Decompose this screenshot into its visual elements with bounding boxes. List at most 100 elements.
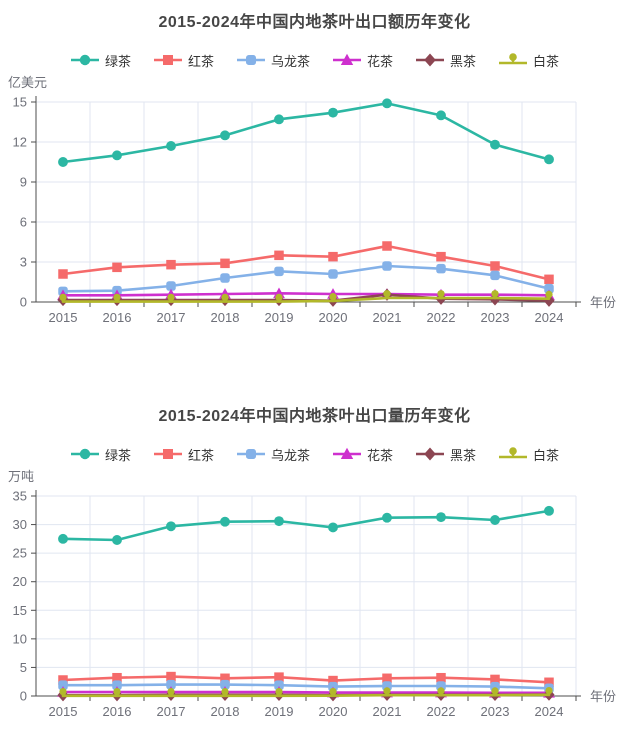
data-point-红茶-2020[interactable] [328,675,338,686]
legend-item-花茶[interactable]: 花茶 [332,445,393,464]
data-point-白茶-2020[interactable] [329,687,337,698]
legend-item-花茶[interactable]: 花茶 [332,51,393,70]
legend-item-绿茶[interactable]: 绿茶 [70,51,131,70]
data-point-绿茶-2022[interactable] [436,512,446,523]
legend-item-乌龙茶[interactable]: 乌龙茶 [236,445,310,464]
data-point-绿茶-2020[interactable] [328,522,338,533]
pin-legend-glyph[interactable] [509,53,517,64]
roundRect-legend-glyph[interactable] [245,449,256,459]
data-point-绿茶-2022[interactable] [436,110,446,121]
data-point-绿茶-2015[interactable] [58,533,68,544]
series-line-绿茶[interactable] [61,509,551,542]
series-line-红茶[interactable] [61,244,551,281]
data-point-白茶-2021[interactable] [383,290,391,300]
data-point-红茶-2019[interactable] [274,672,284,682]
data-point-红茶-2019[interactable] [274,250,284,261]
data-point-乌龙茶-2017[interactable] [166,281,176,291]
data-point-乌龙茶-2024[interactable] [544,283,554,294]
pin-legend-glyph[interactable] [509,447,517,458]
data-point-红茶-2022[interactable] [436,672,446,683]
series-line-花茶[interactable] [61,292,551,297]
legend-item-红茶[interactable]: 红茶 [153,445,214,464]
legend-item-黑茶[interactable]: 黑茶 [415,445,476,464]
data-point-乌龙茶-2020[interactable] [328,269,338,279]
data-point-红茶-2023[interactable] [490,674,500,685]
data-point-白茶-2019[interactable] [275,293,283,304]
data-point-白茶-2017[interactable] [167,687,175,698]
circle-legend-glyph[interactable] [79,54,91,66]
data-point-白茶-2024[interactable] [545,686,553,697]
triangle-legend-glyph[interactable] [340,53,354,65]
data-point-白茶-2023[interactable] [491,290,499,300]
data-point-红茶-2016[interactable] [112,672,122,683]
data-point-红茶-2015[interactable] [58,675,68,685]
data-point-乌龙茶-2019[interactable] [274,266,284,277]
data-point-乌龙茶-2015[interactable] [58,680,68,690]
data-point-乌龙茶-2018[interactable] [220,273,230,283]
data-point-绿茶-2021[interactable] [382,512,392,523]
data-point-绿茶-2019[interactable] [274,516,284,527]
rect-legend-glyph[interactable] [162,55,173,65]
data-point-白茶-2016[interactable] [113,293,121,304]
data-point-红茶-2024[interactable] [544,677,554,688]
data-point-绿茶-2016[interactable] [112,535,122,545]
data-point-绿茶-2017[interactable] [166,521,176,532]
data-point-白茶-2015[interactable] [59,687,67,698]
data-point-红茶-2017[interactable] [166,259,176,270]
diamond-legend-glyph[interactable] [424,447,436,461]
data-point-绿茶-2024[interactable] [544,154,554,165]
data-point-红茶-2016[interactable] [112,262,122,273]
data-point-红茶-2023[interactable] [490,261,500,271]
series-line-白茶[interactable] [61,296,551,303]
rect-legend-glyph[interactable] [162,449,173,459]
data-point-白茶-2018[interactable] [221,293,229,304]
data-point-白茶-2021[interactable] [383,687,391,697]
data-point-绿茶-2017[interactable] [166,141,176,151]
data-point-白茶-2019[interactable] [275,687,283,698]
data-point-红茶-2018[interactable] [220,673,230,684]
data-point-黑茶-2024[interactable] [543,294,555,307]
data-point-乌龙茶-2017[interactable] [166,679,176,690]
data-point-绿茶-2016[interactable] [112,150,122,161]
legend-item-绿茶[interactable]: 绿茶 [70,445,131,464]
series-line-乌龙茶[interactable] [61,264,551,293]
series-line-绿茶[interactable] [61,102,551,164]
data-point-红茶-2018[interactable] [220,258,230,269]
data-point-绿茶-2021[interactable] [382,98,392,109]
series-line-白茶[interactable] [61,693,551,698]
data-point-绿茶-2015[interactable] [58,157,68,167]
data-point-乌龙茶-2022[interactable] [436,263,446,274]
data-point-绿茶-2018[interactable] [220,516,230,527]
data-point-绿茶-2023[interactable] [490,139,500,150]
data-point-红茶-2024[interactable] [544,274,554,285]
data-point-白茶-2018[interactable] [221,687,229,698]
data-point-白茶-2024[interactable] [545,290,553,301]
data-point-红茶-2021[interactable] [382,673,392,684]
data-point-绿茶-2019[interactable] [274,114,284,125]
data-point-白茶-2017[interactable] [167,293,175,304]
data-point-乌龙茶-2023[interactable] [490,270,500,281]
data-point-白茶-2016[interactable] [113,687,121,698]
data-point-乌龙茶-2018[interactable] [220,679,230,690]
legend-item-红茶[interactable]: 红茶 [153,51,214,70]
legend-item-白茶[interactable]: 白茶 [498,51,559,70]
data-point-白茶-2015[interactable] [59,293,67,304]
data-point-乌龙茶-2021[interactable] [382,261,392,271]
data-point-白茶-2022[interactable] [437,687,445,697]
data-point-白茶-2020[interactable] [329,293,337,303]
roundRect-legend-glyph[interactable] [245,55,256,65]
data-point-乌龙茶-2019[interactable] [274,680,284,690]
diamond-legend-glyph[interactable] [424,53,436,67]
data-point-红茶-2015[interactable] [58,269,68,279]
data-point-红茶-2022[interactable] [436,251,446,262]
data-point-白茶-2022[interactable] [437,290,445,300]
data-point-绿茶-2023[interactable] [490,515,500,525]
data-point-白茶-2023[interactable] [491,687,499,697]
data-point-乌龙茶-2016[interactable] [112,680,122,690]
series-line-花茶[interactable] [61,690,551,695]
data-point-红茶-2020[interactable] [328,251,338,262]
legend-item-乌龙茶[interactable]: 乌龙茶 [236,51,310,70]
data-point-红茶-2021[interactable] [382,241,392,251]
circle-legend-glyph[interactable] [79,448,91,460]
data-point-绿茶-2024[interactable] [544,505,554,516]
